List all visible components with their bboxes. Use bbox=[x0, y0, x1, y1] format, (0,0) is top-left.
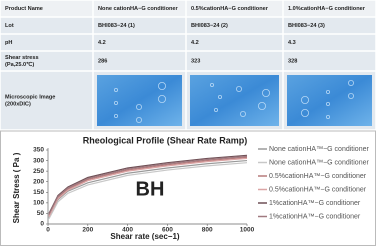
table-cell bbox=[1, 35, 93, 51]
micro-image bbox=[287, 75, 372, 126]
legend-label: 1%cationHA™−G conditioner bbox=[269, 200, 361, 207]
document: Product Name None cationHA−G conditioner 0… bbox=[0, 0, 376, 246]
micro-image bbox=[97, 75, 182, 126]
cell-text: BHI083−24 (1) bbox=[98, 23, 135, 29]
cell-text: (Pa,25.0℃) bbox=[5, 61, 34, 68]
micro-image bbox=[190, 75, 279, 126]
cell-text: Microscopic Image bbox=[5, 94, 55, 100]
x-tick-label: 200 bbox=[82, 227, 93, 234]
legend-label: 0.5%cationHA™−G conditioner bbox=[269, 173, 367, 180]
y-tick-label: 350 bbox=[33, 147, 44, 154]
y-tick-label: 100 bbox=[33, 200, 44, 207]
cell-text: 328 bbox=[288, 58, 297, 64]
y-tick-label: 0 bbox=[40, 221, 44, 228]
page: {"table": { "header": ["Product Name", "… bbox=[0, 0, 376, 246]
table-cell bbox=[284, 35, 376, 51]
legend-label: 0.5%cationHA™−G conditioner bbox=[269, 186, 367, 193]
y-tick-label: 50 bbox=[37, 210, 45, 217]
cell-text: 4.2 bbox=[98, 40, 106, 46]
table-cell bbox=[94, 52, 186, 71]
y-tick-label: 300 bbox=[33, 157, 44, 164]
table-cell bbox=[94, 35, 186, 51]
header-text: 1.0%cationHA−G conditioner bbox=[288, 6, 366, 12]
x-tick-label: 800 bbox=[202, 227, 213, 234]
x-tick-label: 1000 bbox=[240, 227, 255, 234]
y-axis-label: Shear Stress ( Pa ) bbox=[12, 152, 21, 223]
table-cell bbox=[1, 18, 93, 34]
cell-text: BHI083−24 (2) bbox=[191, 23, 228, 29]
cell-text: 4.2 bbox=[191, 40, 199, 46]
table-cell bbox=[187, 35, 283, 51]
cell-text: 286 bbox=[98, 58, 107, 64]
watermark: BH bbox=[136, 178, 165, 200]
table-cell bbox=[187, 52, 283, 71]
x-tick-label: 0 bbox=[46, 227, 50, 234]
cell-text: Lot bbox=[5, 23, 14, 29]
legend-label: None cationHA™−G conditioner bbox=[269, 146, 369, 153]
cell-text: 323 bbox=[191, 58, 200, 64]
header-text: None cationHA−G conditioner bbox=[98, 6, 179, 12]
cell-text: (200xDIC) bbox=[5, 101, 31, 107]
header-text: 0.5%cationHA−G conditioner bbox=[191, 6, 269, 12]
cell-text: BHI083−24 (3) bbox=[288, 23, 325, 29]
cell-text: 4.3 bbox=[288, 40, 296, 46]
x-axis-label: Shear rate (sec−1) bbox=[110, 232, 179, 241]
chart-title: Rheological Profile (Shear Rate Ramp) bbox=[83, 135, 248, 145]
legend-label: 1%cationHA™−G conditioner bbox=[269, 213, 361, 220]
cell-text: Shear stress bbox=[5, 55, 39, 61]
table-cell bbox=[284, 52, 376, 71]
y-tick-label: 150 bbox=[33, 189, 44, 196]
y-tick-label: 250 bbox=[33, 168, 44, 175]
y-tick-label: 200 bbox=[33, 178, 44, 185]
cell-text: pH bbox=[5, 40, 12, 46]
header-text: Product Name bbox=[5, 6, 43, 12]
legend-label: None cationHA™−G conditioner bbox=[269, 159, 369, 166]
